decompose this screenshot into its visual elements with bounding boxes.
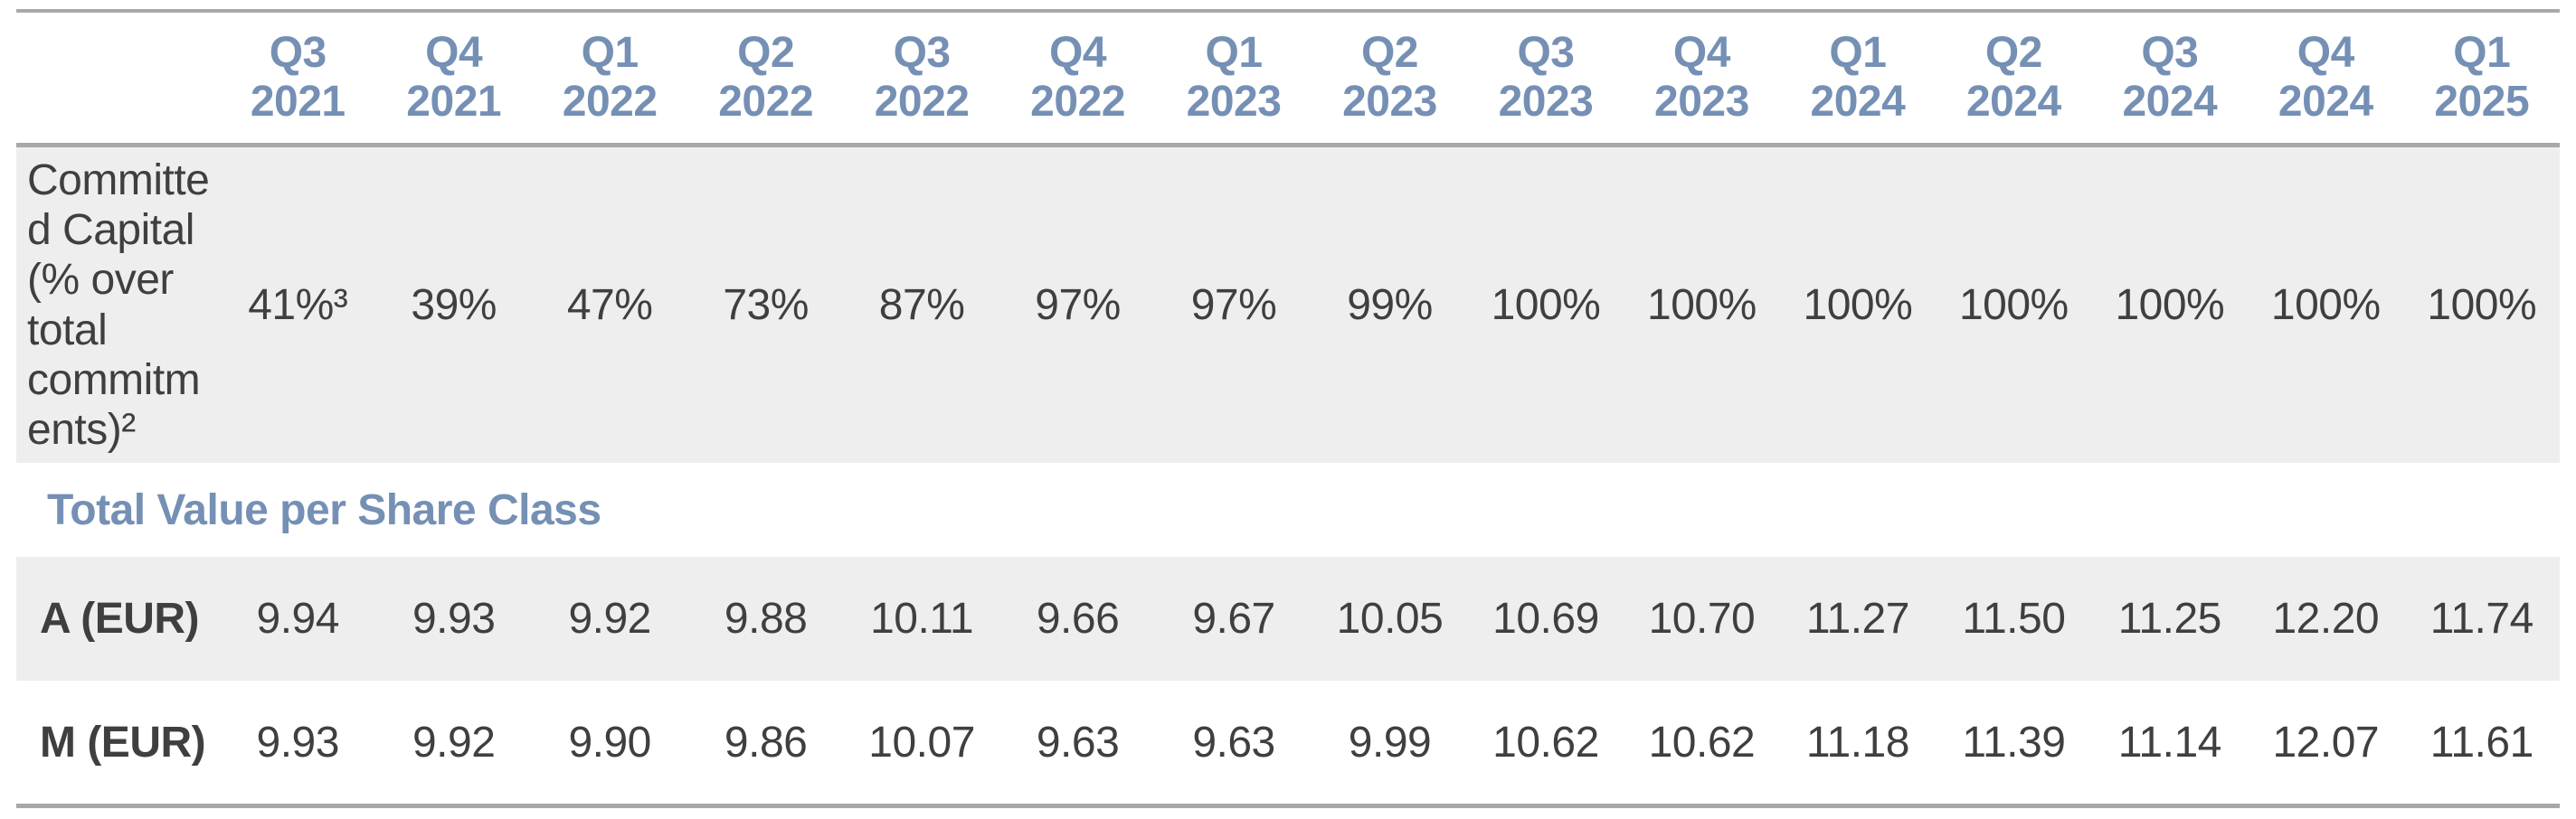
share-class-a-value-cell: 9.92	[568, 595, 651, 643]
share-class-a-value-cell: 9.67	[1192, 595, 1275, 643]
committed-capital-value-cell: 100%	[1803, 281, 1913, 329]
quarter-header-cell: Q4 2021	[406, 29, 502, 126]
committed-capital-value-cell: 100%	[2115, 281, 2225, 329]
share-class-m-value-cell: 9.93	[256, 718, 340, 767]
share-class-m-value-cell: 9.99	[1348, 718, 1432, 767]
table-header-row: Q3 2021 Q4 2021 Q1 2022 Q2 2022 Q3 2022 Q4 20…	[16, 9, 2560, 147]
quarter-header-cell: Q4 2023	[1654, 29, 1749, 126]
share-class-a-value-cell: 11.74	[2429, 595, 2534, 643]
committed-capital-row-label: Committed Capital (% over total commitme…	[27, 155, 210, 454]
share-class-m-value-cell: 11.61	[2429, 718, 2534, 767]
share-class-m-value-cell: 9.63	[1192, 718, 1275, 767]
share-class-a-value-cell: 10.11	[870, 595, 974, 643]
committed-capital-value-cell: 100%	[1958, 281, 2069, 329]
share-class-m-value-cell: 10.62	[1648, 718, 1756, 767]
committed-capital-value-cell: 87%	[878, 281, 965, 329]
share-class-m-value-cell: 9.90	[568, 718, 651, 767]
share-class-a-value-cell: 11.27	[1805, 595, 1910, 643]
share-class-a-value-cell: 9.66	[1036, 595, 1120, 643]
share-class-row-a: A (EUR) 9.94 9.93 9.92 9.88 10.11 9.66 9.67 10.…	[16, 557, 2560, 681]
committed-capital-value-cell: 99%	[1347, 281, 1433, 329]
committed-capital-value-cell: 73%	[723, 281, 809, 329]
committed-capital-value-cell: 97%	[1190, 281, 1277, 329]
quarter-header-cell: Q3 2022	[874, 29, 970, 126]
share-class-a-value-cell: 10.69	[1492, 595, 1599, 643]
committed-capital-value-cell: 47%	[566, 281, 653, 329]
committed-capital-value-cell: 100%	[1491, 281, 1601, 329]
quarter-header-cell: Q3 2024	[2122, 29, 2218, 126]
share-class-row-m: M (EUR) 9.93 9.92 9.90 9.86 10.07 9.63 9.63 9.9…	[16, 681, 2560, 808]
committed-capital-value-cell: 97%	[1035, 281, 1121, 329]
share-class-m-value-cell: 9.86	[724, 718, 808, 767]
share-class-m-label: M (EUR)	[40, 718, 206, 767]
quarter-header-cell: Q4 2022	[1030, 29, 1125, 126]
share-class-a-value-cell: 10.70	[1648, 595, 1756, 643]
share-class-m-value-cell: 10.07	[868, 718, 975, 767]
share-class-a-value-cell: 10.05	[1336, 595, 1444, 643]
share-class-m-value-cell: 11.18	[1805, 718, 1910, 767]
share-class-a-value-cell: 11.25	[2117, 595, 2222, 643]
committed-capital-row: Committed Capital (% over total commitme…	[16, 147, 2560, 463]
share-class-a-value-cell: 11.50	[1962, 595, 2066, 643]
share-class-a-value-cell: 9.93	[412, 595, 496, 643]
share-class-m-value-cell: 12.07	[2272, 718, 2380, 767]
committed-capital-value-cell: 100%	[2270, 281, 2381, 329]
committed-capital-value-cell: 100%	[2427, 281, 2537, 329]
quarter-header-cell: Q1 2024	[1810, 29, 1906, 126]
quarter-header-cell: Q2 2022	[718, 29, 814, 126]
share-class-m-value-cell: 11.14	[2117, 718, 2222, 767]
quarter-header-cell: Q3 2023	[1498, 29, 1594, 126]
share-class-a-value-cell: 12.20	[2272, 595, 2380, 643]
quarter-header-cell: Q2 2023	[1342, 29, 1437, 126]
section-header-label: Total Value per Share Class	[47, 485, 601, 534]
fund-quarterly-table: Q3 2021 Q4 2021 Q1 2022 Q2 2022 Q3 2022 Q4 20…	[16, 9, 2560, 808]
share-class-m-value-cell: 10.62	[1492, 718, 1599, 767]
committed-capital-value-cell: 100%	[1647, 281, 1757, 329]
share-class-m-value-cell: 9.63	[1036, 718, 1120, 767]
share-class-m-value-cell: 11.39	[1962, 718, 2066, 767]
quarter-header-cell: Q1 2023	[1186, 29, 1282, 126]
quarter-header-cell: Q1 2025	[2434, 29, 2530, 126]
share-class-a-value-cell: 9.94	[256, 595, 340, 643]
committed-capital-value-cell: 41%³	[248, 281, 348, 329]
quarter-header-cell: Q3 2021	[250, 29, 346, 126]
section-header-row: Total Value per Share Class	[16, 463, 2560, 557]
quarter-header-cell: Q4 2024	[2278, 29, 2373, 126]
share-class-m-value-cell: 9.92	[412, 718, 496, 767]
share-class-a-value-cell: 9.88	[724, 595, 808, 643]
quarter-header-cell: Q2 2024	[1965, 29, 2061, 126]
quarter-header-cell: Q1 2022	[562, 29, 658, 126]
share-class-a-label: A (EUR)	[40, 595, 200, 643]
committed-capital-value-cell: 39%	[411, 281, 497, 329]
